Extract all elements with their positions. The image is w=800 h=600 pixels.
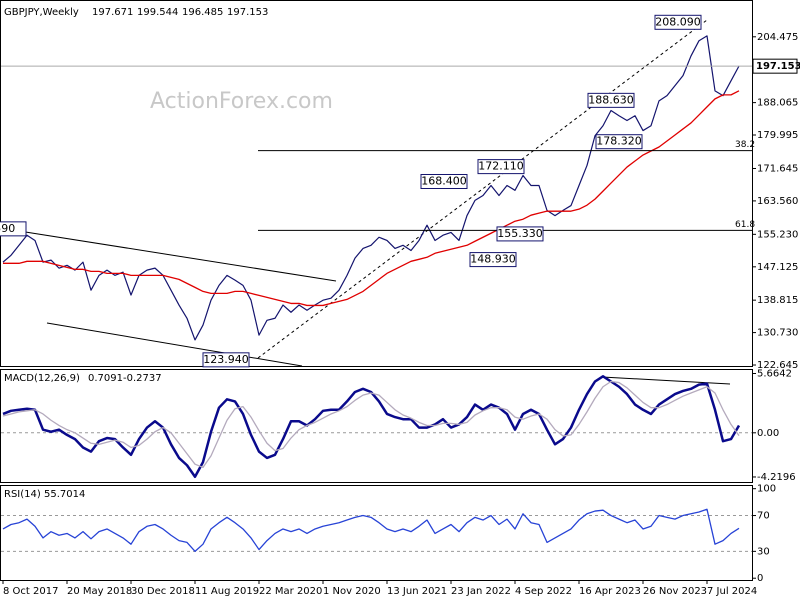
x-tick-label: 26 Nov 2023 bbox=[643, 586, 707, 597]
watermark: ActionForex.com bbox=[150, 89, 333, 114]
high-value: 199.544 bbox=[137, 7, 178, 18]
current-price-box bbox=[752, 58, 798, 74]
price-annotation-box bbox=[654, 14, 702, 30]
y-tick-label: 147.125 bbox=[757, 262, 798, 273]
signal-value: -0.2737 bbox=[123, 373, 162, 384]
x-tick-label: 13 Jun 2021 bbox=[387, 586, 447, 597]
chart-title: GBPJPY,Weekly bbox=[4, 7, 79, 18]
price-annotation: 168.400 bbox=[421, 174, 467, 187]
price-annotation: 172.110 bbox=[478, 160, 524, 173]
trend-line bbox=[257, 19, 708, 359]
y-tick-label: 130.730 bbox=[757, 328, 798, 339]
macd-value: 0.7091 bbox=[88, 373, 123, 384]
y-tick-label: 179.995 bbox=[757, 130, 798, 141]
x-tick-label: 4 Sep 2022 bbox=[515, 586, 572, 597]
series-line bbox=[2, 375, 741, 479]
price-annotation-box bbox=[0, 221, 27, 237]
current-price-label: 197.153 bbox=[756, 61, 800, 72]
x-tick-label: 30 Dec 2018 bbox=[131, 586, 195, 597]
x-tick-label: 11 Aug 2019 bbox=[195, 586, 259, 597]
x-tick-label: 1 Nov 2020 bbox=[323, 586, 381, 597]
y-tick-label: 30 bbox=[757, 546, 770, 557]
macd-panel bbox=[0, 369, 753, 483]
price-annotation: .590 bbox=[0, 222, 15, 235]
price-panel bbox=[0, 0, 753, 367]
channel-lower bbox=[46, 322, 303, 367]
price-annotation-box bbox=[202, 352, 250, 368]
rsi-value: 55.7014 bbox=[44, 489, 85, 500]
series-line bbox=[2, 508, 740, 553]
open-value: 197.671 bbox=[92, 7, 133, 18]
channel-upper bbox=[0, 227, 337, 282]
close-value: 197.153 bbox=[227, 7, 268, 18]
y-tick-label: -4.2196 bbox=[757, 472, 796, 483]
y-tick-label: 163.560 bbox=[757, 196, 798, 207]
x-tick-label: 22 Mar 2020 bbox=[259, 586, 322, 597]
price-annotation-box bbox=[496, 226, 544, 242]
x-tick-label: 16 Apr 2023 bbox=[579, 586, 641, 597]
y-tick-label: 188.065 bbox=[757, 98, 798, 109]
fib-label: 38.2 bbox=[735, 140, 755, 150]
y-tick-label: 0.00 bbox=[757, 428, 779, 439]
series-line bbox=[3, 90, 740, 307]
divergence-line bbox=[601, 376, 731, 385]
y-tick-label: 5.6642 bbox=[757, 369, 792, 380]
x-tick-label: 7 Jul 2024 bbox=[707, 586, 757, 597]
series-line bbox=[2, 380, 740, 468]
fib-label: 61.8 bbox=[735, 220, 755, 230]
low-value: 196.485 bbox=[182, 7, 223, 18]
y-tick-label: 171.645 bbox=[757, 163, 798, 174]
price-annotation: 148.930 bbox=[470, 253, 516, 266]
price-annotation: 178.320 bbox=[596, 135, 642, 148]
price-annotation: 188.630 bbox=[588, 93, 634, 106]
y-tick-label: 70 bbox=[757, 511, 770, 522]
x-tick-label: 23 Jan 2022 bbox=[451, 586, 511, 597]
price-annotation-box bbox=[595, 134, 643, 150]
price-annotation: 155.330 bbox=[497, 227, 543, 240]
x-tick-label: 20 May 2018 bbox=[67, 586, 132, 597]
y-tick-label: 122.645 bbox=[757, 360, 798, 371]
y-tick-label: 204.475 bbox=[757, 32, 798, 43]
rsi-title: RSI(14) bbox=[4, 489, 41, 500]
price-annotation-box bbox=[477, 159, 525, 175]
price-annotation-box bbox=[469, 252, 517, 268]
y-tick-label: 0 bbox=[757, 573, 763, 584]
rsi-panel bbox=[0, 485, 753, 581]
series-line bbox=[2, 35, 740, 341]
price-annotation: 123.940 bbox=[203, 353, 249, 366]
x-tick-label: 8 Oct 2017 bbox=[3, 586, 58, 597]
price-annotation: 208.090 bbox=[655, 15, 701, 28]
y-tick-label: 138.815 bbox=[757, 295, 798, 306]
macd-title: MACD(12,26,9) bbox=[4, 373, 80, 384]
y-tick-label: 100 bbox=[757, 484, 776, 495]
price-annotation-box bbox=[420, 173, 468, 189]
y-tick-label: 155.230 bbox=[757, 229, 798, 240]
price-annotation-box bbox=[587, 92, 635, 108]
